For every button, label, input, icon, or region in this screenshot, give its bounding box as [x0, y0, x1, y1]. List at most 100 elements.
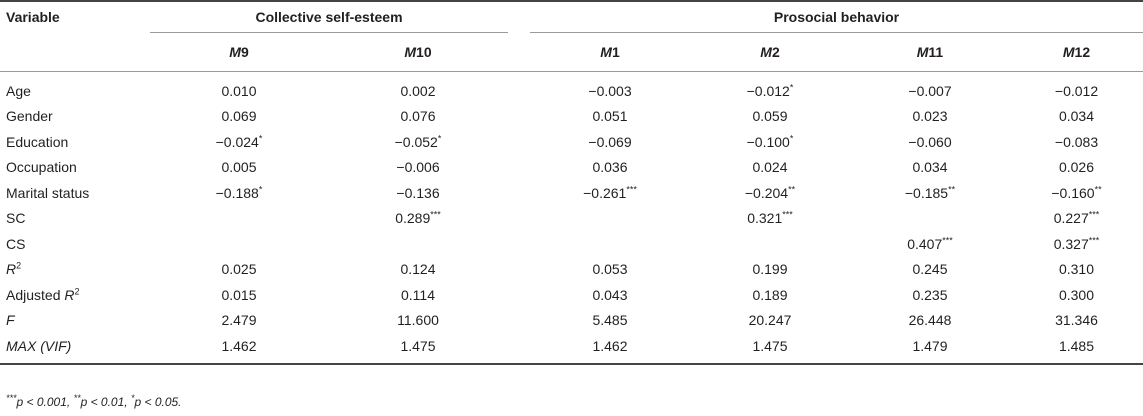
row-label: F [6, 312, 15, 329]
table-row: Occupation 0.005 −0.006 0.036 0.024 0.034 0.02… [0, 155, 1143, 181]
row-label: Occupation [6, 159, 77, 176]
footnote-marker: * [130, 393, 135, 403]
table-row: Adjusted R2 0.015 0.114 0.043 0.189 0.235 0.30… [0, 282, 1143, 308]
table-cell: −0.136 [396, 184, 440, 201]
table-cell [530, 206, 690, 232]
table-cell: −0.083 [1054, 133, 1099, 150]
column-gap [508, 129, 530, 155]
footnote-marker: ** [73, 393, 81, 403]
column-gap [508, 231, 530, 257]
table-cell: 0.076 [400, 108, 436, 125]
column-gap [508, 206, 530, 232]
column-gap [508, 104, 530, 130]
table-cell: 0.036 [592, 159, 628, 176]
table-cell: 0.023 [912, 108, 948, 125]
table-cell: 0.015 [221, 286, 257, 303]
table-cell: 1.475 [752, 337, 788, 354]
row-label: CS [6, 235, 26, 252]
group-label: Collective self-esteem [255, 9, 403, 25]
table-cell: 0.245 [912, 261, 948, 278]
row-label: Age [6, 82, 31, 99]
table-body: Age 0.010 0.002 −0.003 −0.012* −0.007 −0.012 Ge… [0, 72, 1143, 364]
table-cell: 0.026 [1058, 159, 1095, 176]
column-gap [508, 180, 530, 206]
table-cell: 0.235 [912, 286, 948, 303]
table-cell: 0.321*** [747, 209, 793, 227]
table-cell: −0.007 [908, 82, 952, 99]
table-cell: −0.012* [746, 82, 794, 99]
group-gap [508, 1, 530, 33]
column-gap [508, 333, 530, 364]
group-header-row: Variable Collective self-esteem Prosocia… [0, 1, 1143, 33]
table-cell: 26.448 [908, 312, 952, 329]
table-cell: −0.100* [746, 133, 794, 150]
table-row: Age 0.010 0.002 −0.003 −0.012* −0.007 −0.012 [0, 72, 1143, 104]
table-cell: 0.289*** [395, 209, 441, 227]
model-header-m2: M2 [690, 32, 850, 72]
table-cell: 0.407*** [907, 235, 953, 252]
table-cell: −0.261*** [583, 184, 637, 201]
footnote-marker: *** [6, 393, 17, 403]
column-gap [508, 257, 530, 283]
table-cell: 0.310 [1058, 261, 1095, 278]
table-cell: 0.053 [592, 261, 628, 278]
table-cell: 0.024 [752, 159, 788, 176]
table-cell: 1.462 [592, 337, 628, 354]
table-cell: −0.006 [396, 159, 440, 176]
table-cell: 0.034 [912, 159, 948, 176]
table-cell: −0.204** [744, 184, 796, 201]
model-header-row: M9 M10 M1 M2 M11 M12 [0, 32, 1143, 72]
row-label: R2 [6, 260, 22, 278]
row-label: MAX (VIF) [6, 337, 72, 354]
table-cell: 0.025 [221, 261, 257, 278]
table-row: R2 0.025 0.124 0.053 0.199 0.245 0.310 [0, 257, 1143, 283]
table-footnote: ***p < 0.001, **p < 0.01, *p < 0.05. [6, 393, 182, 410]
footnote-text: p < 0.001, [16, 395, 74, 409]
table-cell: 0.114 [401, 286, 435, 303]
table-cell: −0.012 [1054, 82, 1099, 99]
model-header-gap [508, 33, 530, 72]
table-cell [530, 231, 690, 257]
regression-table: Variable Collective self-esteem Prosocia… [0, 1, 1143, 364]
column-gap [508, 155, 530, 181]
row-label: Adjusted R2 [6, 286, 80, 303]
table-cell: 0.010 [221, 82, 257, 99]
table-cell: −0.052* [394, 133, 442, 150]
variable-header: Variable [6, 9, 60, 26]
row-label: Gender [6, 108, 53, 125]
row-label: SC [6, 210, 26, 227]
row-label: Education [6, 133, 69, 150]
table-cell [150, 231, 328, 257]
column-gap [508, 308, 530, 334]
table-cell: 0.199 [752, 261, 788, 278]
model-header-m10: M10 [328, 32, 508, 72]
table-cell: 0.059 [752, 108, 788, 125]
table-cell: 0.043 [592, 286, 628, 303]
table-cell: 0.051 [592, 108, 628, 125]
table-cell: −0.003 [588, 82, 632, 99]
group-header-collective-self-esteem: Collective self-esteem [150, 1, 508, 33]
group-label: Prosocial behavior [773, 9, 900, 25]
table-row: CS 0.407*** 0.327*** [0, 231, 1143, 257]
model-header-m12: M12 [1010, 32, 1143, 72]
footnote-text: p < 0.01, [80, 395, 131, 409]
table-row: Marital status −0.188* −0.136 −0.261*** −0.2… [0, 180, 1143, 206]
table-cell: 20.247 [748, 312, 792, 329]
table-cell: 1.462 [221, 337, 257, 354]
group-header-prosocial-behavior: Prosocial behavior [530, 1, 1143, 33]
table-cell: −0.069 [588, 133, 632, 150]
table-cell: 0.002 [400, 82, 436, 99]
table-row: SC 0.289*** 0.321*** 0.227*** [0, 206, 1143, 232]
column-gap [508, 282, 530, 308]
table-cell: 11.600 [397, 312, 439, 329]
table-cell [328, 231, 508, 257]
table-cell: 0.227*** [1053, 209, 1100, 227]
model-header-m9: M9 [150, 32, 328, 72]
model-header-spacer [0, 33, 150, 72]
table-cell: 0.189 [752, 286, 788, 303]
table-cell [690, 231, 850, 257]
footnote-text: p < 0.05. [134, 395, 182, 409]
table-cell: 1.475 [400, 337, 436, 354]
table-cell [850, 206, 1010, 232]
